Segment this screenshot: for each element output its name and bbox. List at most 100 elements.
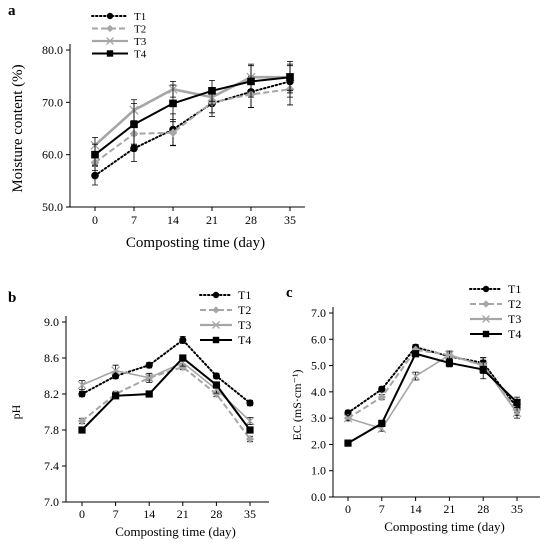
- y-tick-label: 80.0: [42, 43, 63, 57]
- data-point-t1: [378, 385, 386, 393]
- y-tick-label: 2.0: [311, 437, 326, 451]
- y-tick-label: 4.0: [311, 385, 326, 399]
- series-line-t1: [347, 346, 518, 414]
- series-line-t4: [81, 356, 251, 431]
- data-point-t1: [344, 409, 352, 417]
- chart-panel-a: a 50.0 60.0 70.0 80.0 0 7 14 21 28 35 Composting ti…: [8, 3, 305, 251]
- x-tick-label: 14: [410, 502, 422, 516]
- x-tick-label: 14: [143, 507, 155, 521]
- y-tick-label: 60.0: [42, 148, 63, 162]
- data-point-t2: [245, 434, 255, 444]
- data-point-legend-t1: [482, 285, 490, 293]
- legend-label-t2: T2: [508, 297, 521, 311]
- data-point-legend-t4: [212, 336, 220, 344]
- data-point-t3: [245, 416, 255, 426]
- y-tick-label: 70.0: [42, 95, 63, 109]
- data-point-t4: [179, 354, 187, 362]
- data-point-t1: [246, 399, 254, 407]
- data-point-t1: [179, 336, 187, 344]
- data-point-legend-t1: [212, 291, 220, 299]
- y-tick-label: 0.0: [311, 490, 326, 504]
- x-tick-label: 28: [245, 213, 257, 227]
- data-point-t3: [444, 350, 454, 360]
- data-point-legend-t2: [106, 24, 114, 33]
- y-tick-label: 6.0: [311, 332, 326, 346]
- data-point-t2: [212, 389, 221, 399]
- data-point-t2: [377, 392, 386, 402]
- data-point-t1: [145, 361, 153, 369]
- data-point-legend-t3: [212, 321, 220, 329]
- legend-label-t3: T3: [238, 318, 251, 332]
- y-axis-title: pH: [9, 404, 23, 419]
- data-point-t4: [247, 77, 255, 86]
- data-point-t1: [212, 372, 220, 380]
- data-point-t3: [411, 371, 421, 381]
- data-point-t4: [91, 150, 99, 159]
- data-point-t4: [412, 350, 420, 358]
- data-point-t4: [445, 359, 453, 367]
- series-t4: [91, 61, 294, 166]
- data-point-t2: [77, 416, 87, 426]
- data-point-t4: [145, 390, 153, 398]
- x-tick-label: 35: [244, 507, 256, 521]
- data-point-t1: [91, 171, 99, 180]
- x-tick-label: 0: [345, 502, 351, 516]
- panel-label: b: [8, 290, 16, 306]
- series-line-t2: [94, 88, 291, 164]
- y-tick-label: 5.0: [311, 359, 326, 373]
- legend-label-t1: T1: [508, 282, 521, 296]
- series-t4: [78, 354, 254, 434]
- y-axis-title: EC (mS·cm⁻¹): [290, 370, 304, 441]
- y-tick-label: 3.0: [311, 411, 326, 425]
- x-tick-label: 28: [210, 507, 222, 521]
- legend-label-t2: T2: [134, 24, 146, 36]
- x-tick-label: 7: [113, 507, 119, 521]
- y-tick-label: 1.0: [311, 464, 326, 478]
- legend-label-t4: T4: [134, 49, 147, 61]
- legend-label-t2: T2: [238, 303, 251, 317]
- y-tick-label: 7.4: [44, 459, 59, 473]
- data-point-t3: [77, 380, 87, 390]
- data-point-t3: [111, 366, 121, 376]
- series-t3: [77, 358, 255, 426]
- x-tick-label: 0: [92, 213, 98, 227]
- legend-label-t1: T1: [238, 288, 251, 302]
- y-tick-label: 8.2: [44, 387, 59, 401]
- series-line-t4: [94, 76, 291, 156]
- series-line-t1: [94, 80, 291, 177]
- legend-label-t1: T1: [134, 11, 146, 23]
- data-point-legend-t4: [482, 330, 490, 338]
- x-tick-label: 21: [206, 213, 218, 227]
- data-point-t1: [130, 144, 138, 153]
- legend-label-t3: T3: [508, 312, 521, 326]
- series-t4: [344, 350, 521, 447]
- data-point-t4: [344, 439, 352, 447]
- series-t1: [78, 336, 254, 407]
- y-tick-label: 7.8: [44, 423, 59, 437]
- series-line-t3: [94, 75, 290, 147]
- panel-label: a: [8, 3, 16, 19]
- x-tick-label: 14: [167, 213, 179, 227]
- data-point-t4: [378, 419, 386, 427]
- data-point-t4: [208, 87, 216, 95]
- x-tick-label: 7: [379, 502, 385, 516]
- series-line-t2: [347, 348, 518, 419]
- x-tick-label: 21: [177, 507, 189, 521]
- legend-label-t4: T4: [238, 333, 251, 347]
- y-tick-label: 8.6: [44, 351, 59, 365]
- series-t1: [91, 65, 294, 186]
- y-tick-label: 7.0: [44, 495, 59, 509]
- y-tick-label: 50.0: [42, 200, 63, 214]
- data-point-legend-t4: [106, 50, 114, 57]
- data-point-t4: [169, 99, 177, 108]
- series-t3: [343, 350, 522, 434]
- data-point-t4: [246, 426, 254, 434]
- x-tick-label: 21: [443, 502, 455, 516]
- series-line-t3: [81, 361, 251, 422]
- data-point-t4: [286, 73, 294, 82]
- x-tick-label: 28: [477, 502, 489, 516]
